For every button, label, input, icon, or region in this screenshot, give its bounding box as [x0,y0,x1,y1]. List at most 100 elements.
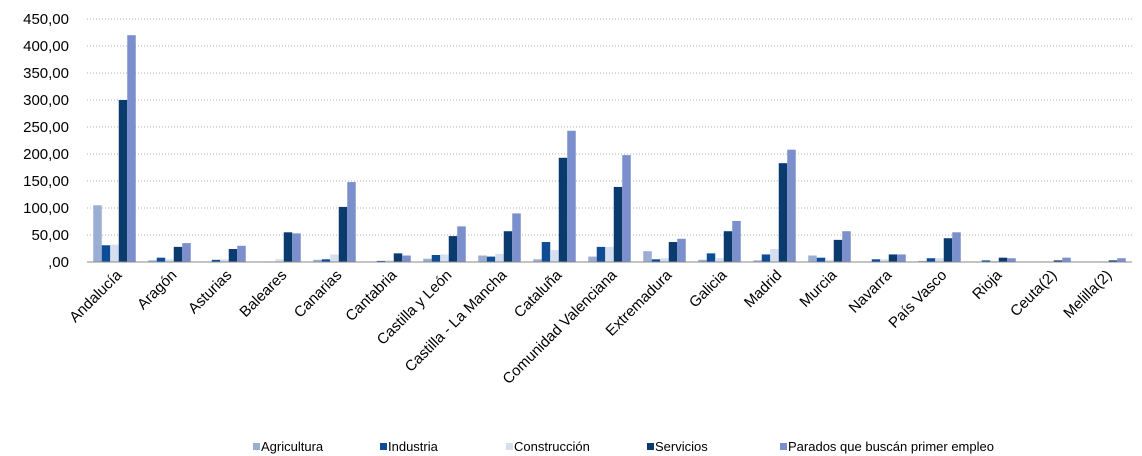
bar [393,253,403,262]
bar [127,35,136,263]
bar [613,186,623,262]
bar [347,182,356,262]
bar [981,260,991,262]
bar [228,249,238,262]
bar [943,238,953,262]
bar [478,255,487,262]
legend-item: Parados que buscán primer empleo [780,439,994,454]
bar [816,257,826,262]
x-tick-label: Ceuta(2) [1007,267,1060,320]
y-tick-label: 50,00 [31,227,69,244]
bar [715,258,724,262]
bar [541,242,551,262]
bar [918,260,927,262]
bar [148,260,157,262]
legend-swatch [506,443,513,450]
bar [486,256,496,262]
x-tick-label: Andalucía [66,266,126,326]
legend-label: Servicios [655,439,708,454]
bar [567,130,576,262]
x-tick-label: Cataluña [511,266,566,321]
bar [101,245,111,262]
bar [778,163,788,262]
bar [723,231,733,262]
bar [292,233,301,262]
y-axis-ticks: ,00 50,00 100,00 150,00 200,00 250,00 300,00 35… [23,11,69,271]
bar [431,254,441,262]
bar [588,256,597,262]
x-tick-label: Asturias [185,267,235,317]
bar [338,206,348,262]
bar [952,232,961,262]
y-tick-label: 200,00 [23,146,69,163]
x-tick-label: Rioja [969,266,1006,303]
x-tick-label: Cantabria [342,266,400,324]
bar [313,259,322,262]
bar [732,220,741,262]
y-tick-label: 100,00 [23,200,69,217]
legend-item: Construcción [506,439,590,454]
x-tick-label: Melilla(2) [1060,267,1115,322]
bar [330,254,339,262]
y-tick-label: 150,00 [23,173,69,190]
x-tick-label: Galicia [686,266,731,311]
legend-label: Agricultura [261,439,324,454]
bar [385,260,394,262]
grid-lines [87,18,1132,236]
bar [825,259,834,262]
bar [118,100,128,262]
y-tick-label: 450,00 [23,11,69,28]
bar [1007,258,1016,262]
legend-item: Industria [380,439,439,454]
bar [871,259,881,262]
bar [880,259,889,262]
y-tick-label: 250,00 [23,119,69,136]
bar [1053,260,1063,262]
bar [495,253,504,262]
x-tick-label: Murcia [796,266,840,310]
bar [182,243,191,262]
bar [897,254,906,262]
legend-label: Construcción [514,439,590,454]
x-tick-label: Canarias [291,267,345,321]
bar [110,244,119,262]
legend-swatch [647,443,654,450]
bar [677,238,686,262]
x-tick-label: País Vasco [885,267,950,332]
x-tick-label: Aragón [134,267,180,313]
bar [833,239,843,262]
bar [321,259,331,262]
bar [275,259,284,262]
legend-swatch [380,443,387,450]
bar [440,254,449,262]
bars [93,35,1126,263]
bar [935,258,944,262]
bar [376,260,386,262]
bar [283,232,293,262]
bar [926,258,936,262]
bar [668,242,678,262]
bar [651,259,661,262]
bar [512,213,521,262]
bar [173,246,183,262]
y-tick-label: 400,00 [23,38,69,55]
bar [1108,260,1118,262]
bar [808,255,817,262]
bar [503,231,513,262]
bar [787,149,796,262]
bar [533,259,542,262]
bar [622,155,631,262]
x-tick-label: Navarra [846,266,896,316]
bar [605,246,614,262]
bar [448,236,458,262]
bar [1062,257,1071,262]
x-tick-label: Castilla - La Mancha [402,266,511,375]
bar [93,205,102,262]
bar [770,249,779,262]
legend-item: Agricultura [253,439,324,454]
legend-label: Parados que buscán primer empleo [788,439,994,454]
bar [211,259,221,262]
bar [457,226,466,262]
x-tick-label: Madrid [741,267,785,311]
